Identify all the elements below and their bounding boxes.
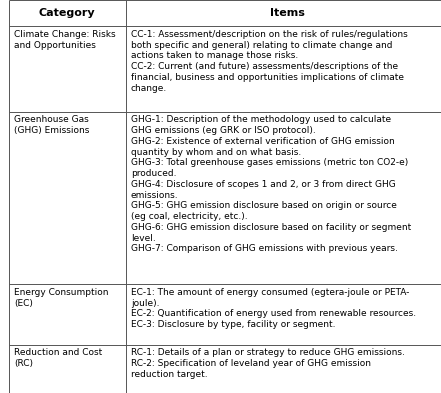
Text: GHG-1: Description of the methodology used to calculate
GHG emissions (eg GRK or: GHG-1: Description of the methodology us… <box>131 115 411 253</box>
Text: Category: Category <box>39 8 96 18</box>
Text: Items: Items <box>270 8 305 18</box>
Text: Reduction and Cost
(RC): Reduction and Cost (RC) <box>14 348 102 368</box>
Text: Greenhouse Gas
(GHG) Emissions: Greenhouse Gas (GHG) Emissions <box>14 115 89 135</box>
Text: Climate Change: Risks
and Opportunities: Climate Change: Risks and Opportunities <box>14 30 116 50</box>
Text: RC-1: Details of a plan or strategy to reduce GHG emissions.
RC-2: Specification: RC-1: Details of a plan or strategy to r… <box>131 348 404 379</box>
Text: CC-1: Assessment/description on the risk of rules/regulations
both specific and : CC-1: Assessment/description on the risk… <box>131 30 407 93</box>
Text: EC-1: The amount of energy consumed (egtera-joule or PETA-
joule).
EC-2: Quantif: EC-1: The amount of energy consumed (egt… <box>131 288 416 329</box>
Text: Energy Consumption
(EC): Energy Consumption (EC) <box>14 288 108 307</box>
